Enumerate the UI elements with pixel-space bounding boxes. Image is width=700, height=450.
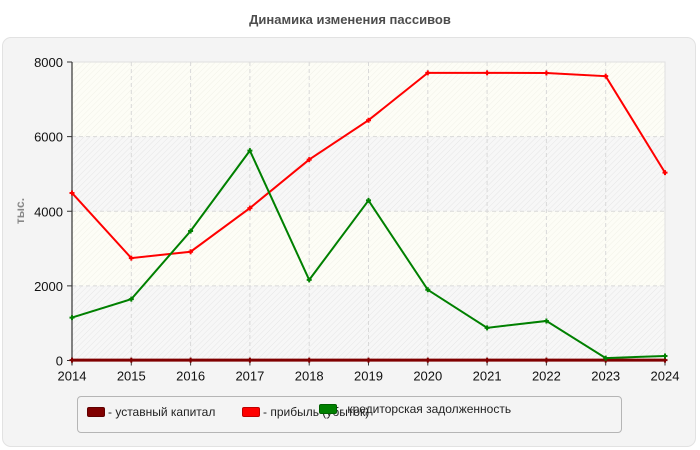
x-tick-label: 2023 <box>591 369 620 384</box>
data-point-marker <box>366 357 371 363</box>
x-tick-label: 2015 <box>117 369 146 384</box>
y-tick-label: 2000 <box>34 279 63 294</box>
data-point-marker <box>484 70 490 76</box>
data-point-marker <box>128 357 134 363</box>
data-point-marker <box>69 357 75 363</box>
data-point-marker <box>484 325 490 331</box>
data-point-marker <box>662 170 668 176</box>
data-point-marker <box>425 70 431 76</box>
x-tick-label: 2022 <box>532 369 561 384</box>
data-point-marker <box>543 357 549 363</box>
data-point-marker <box>128 296 134 302</box>
plot-area: 0 2000 4000 6000 8000 2014 2015 2016 2017 2018 201… <box>34 55 679 384</box>
y-axis-label: тыс. <box>13 198 27 224</box>
legend-swatch-icon <box>242 407 260 417</box>
y-tick-label: 4000 <box>34 204 63 219</box>
x-tick-label: 2018 <box>295 369 324 384</box>
x-tick-label: 2021 <box>473 369 502 384</box>
data-point-marker <box>425 357 431 363</box>
data-point-marker <box>306 277 312 283</box>
x-tick-label: 2024 <box>651 369 680 384</box>
legend-label: - прибыль (убыток) <box>263 405 370 419</box>
chart-title: Динамика изменения пассивов <box>249 12 451 27</box>
data-point-marker <box>425 287 431 293</box>
data-point-marker <box>69 315 75 321</box>
legend-label: - уставный капитал <box>108 405 216 419</box>
data-point-marker <box>366 117 371 123</box>
legend-item-charter-capital: - уставный капитал <box>87 405 215 419</box>
data-point-marker <box>543 70 549 76</box>
legend-label: - кредиторская задолженность <box>340 402 512 416</box>
data-point-marker <box>188 249 194 255</box>
legend-swatch-icon <box>319 404 337 414</box>
x-tick-label: 2016 <box>176 369 205 384</box>
data-point-marker <box>69 190 75 196</box>
legend-swatch-icon <box>87 407 105 417</box>
data-point-marker <box>603 355 609 361</box>
y-tick-label: 0 <box>56 354 63 369</box>
legend-item-payables: - кредиторская задолженность <box>319 402 511 416</box>
data-point-marker <box>603 73 609 79</box>
x-tick-label: 2014 <box>58 369 87 384</box>
data-point-marker <box>543 318 549 324</box>
legend: - уставный капитал - прибыль (убыток) - … <box>77 396 622 433</box>
data-point-marker <box>484 357 490 363</box>
y-tick-label: 6000 <box>34 130 63 145</box>
x-tick-label: 2017 <box>235 369 264 384</box>
data-point-marker <box>188 357 194 363</box>
data-point-marker <box>247 357 253 363</box>
legend-item-profit: - прибыль (убыток) <box>242 405 369 419</box>
data-point-marker <box>247 205 253 211</box>
y-tick-label: 8000 <box>34 55 63 70</box>
data-point-marker <box>188 228 194 234</box>
data-point-marker <box>366 197 371 203</box>
x-tick-label: 2019 <box>354 369 383 384</box>
data-point-marker <box>662 353 668 359</box>
data-point-marker <box>247 148 253 154</box>
data-point-marker <box>306 157 312 163</box>
x-tick-label: 2020 <box>413 369 442 384</box>
data-point-marker <box>306 357 312 363</box>
data-point-marker <box>128 255 134 261</box>
